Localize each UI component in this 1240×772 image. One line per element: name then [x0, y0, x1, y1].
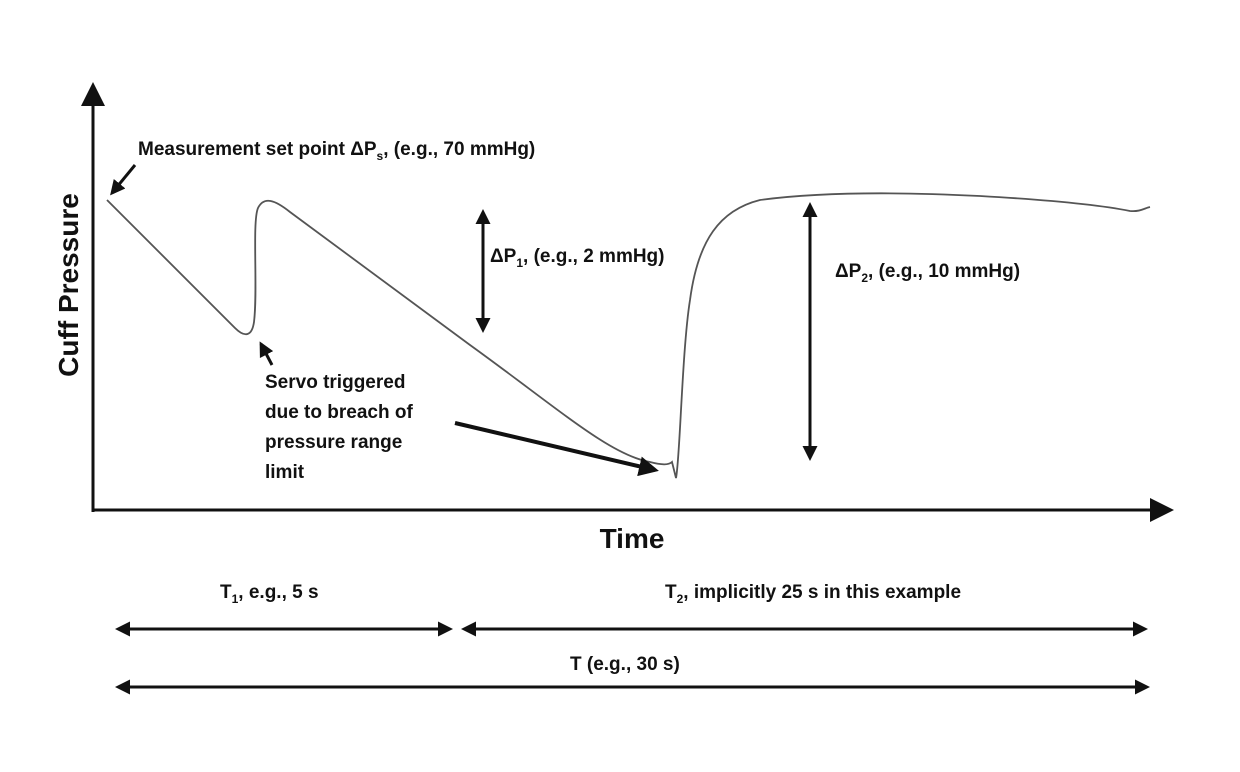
- dp1-label: ΔP1, (e.g., 2 mmHg): [490, 246, 665, 270]
- servo-label-line: limit: [265, 462, 305, 483]
- t-total-label: T (e.g., 30 s): [570, 654, 680, 675]
- servo-label-line: pressure range: [265, 432, 402, 453]
- servo-first-arrow: [261, 344, 272, 365]
- set-point-label: Measurement set point ΔPs, (e.g., 70 mmH…: [138, 139, 535, 163]
- set-point-arrow: [112, 165, 135, 193]
- servo-label-line: due to breach of: [265, 402, 413, 423]
- servo-second-arrow: [455, 423, 655, 470]
- servo-label-line: Servo triggered: [265, 372, 405, 393]
- y-axis-label: Cuff Pressure: [53, 193, 84, 377]
- t1-label: T1, e.g., 5 s: [220, 582, 319, 606]
- x-axis-label: Time: [600, 523, 665, 554]
- cuff-pressure-diagram: Cuff Pressure Time Measurement set point…: [0, 0, 1240, 772]
- dp2-label: ΔP2, (e.g., 10 mmHg): [835, 261, 1020, 285]
- pressure-curve: [107, 193, 1150, 478]
- t2-label: T2, implicitly 25 s in this example: [665, 582, 961, 606]
